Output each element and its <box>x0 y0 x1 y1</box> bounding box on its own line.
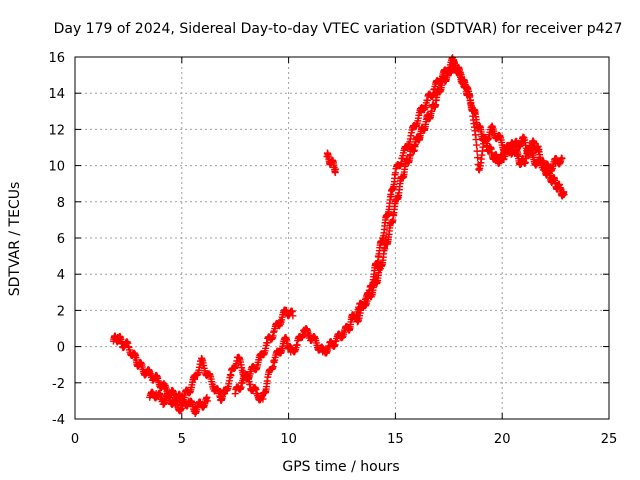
axis-ticks: 0 5 10 15 20 25 -4 -2 0 2 4 6 8 10 12 14 16 <box>48 51 617 447</box>
y-tick-label: 4 <box>57 268 65 283</box>
data-point <box>332 165 340 173</box>
data-point <box>203 397 211 405</box>
y-tick-label: 8 <box>57 196 65 211</box>
y-tick-label: 16 <box>48 51 65 66</box>
y-tick-label: -2 <box>52 377 65 392</box>
data-points <box>109 54 568 417</box>
y-tick-label: 6 <box>57 232 65 247</box>
data-point <box>473 141 481 149</box>
data-point <box>560 191 568 199</box>
x-tick-label: 15 <box>387 432 404 447</box>
data-point <box>289 312 297 320</box>
chart-title: Day 179 of 2024, Sidereal Day-to-day VTE… <box>54 21 623 37</box>
y-axis-label: SDTVAR / TECUs <box>7 182 23 297</box>
y-tick-label: 2 <box>57 304 65 319</box>
x-axis-label: GPS time / hours <box>282 459 399 475</box>
x-tick-label: 25 <box>601 432 618 447</box>
y-tick-label: 10 <box>48 160 65 175</box>
y-tick-label: 0 <box>57 341 65 356</box>
data-point <box>474 154 482 162</box>
x-tick-label: 10 <box>280 432 297 447</box>
data-point <box>558 154 566 162</box>
y-tick-label: 12 <box>48 123 65 138</box>
x-tick-label: 5 <box>178 432 186 447</box>
x-tick-label: 0 <box>71 432 79 447</box>
data-point <box>468 104 476 112</box>
x-tick-label: 20 <box>494 432 511 447</box>
y-tick-label: -4 <box>52 413 65 428</box>
y-tick-label: 14 <box>48 87 65 102</box>
